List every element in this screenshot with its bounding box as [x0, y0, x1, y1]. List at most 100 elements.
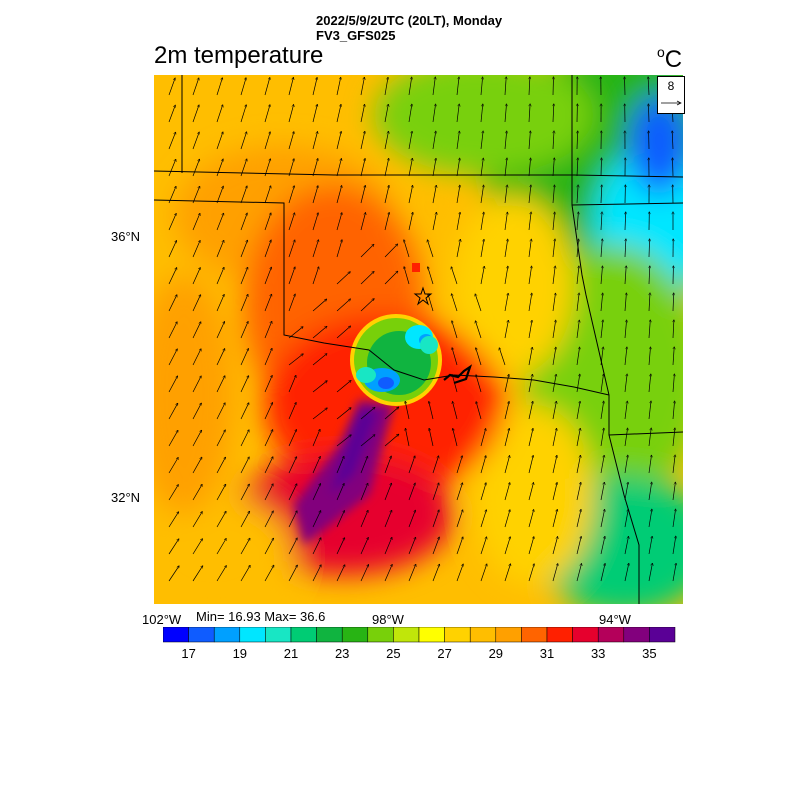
wind-arrow — [429, 402, 434, 420]
colorbar-swatch — [546, 627, 573, 643]
wind-arrow — [288, 132, 294, 150]
wind-arrow — [576, 455, 581, 474]
wind-arrow — [192, 186, 200, 204]
wind-arrow — [600, 536, 605, 555]
wind-arrow — [672, 374, 674, 393]
wind-arrow — [168, 403, 178, 420]
wind-arrow — [288, 375, 296, 393]
wind-arrow — [576, 401, 580, 420]
wind-arrow — [360, 213, 366, 231]
wind-arrow — [648, 482, 652, 501]
colorbar-swatch — [469, 627, 497, 643]
wind-arrow — [264, 348, 272, 366]
wind-arrow — [648, 320, 650, 339]
wind-arrow — [648, 536, 652, 555]
wind-arrow — [504, 564, 511, 582]
colorbar-label: 21 — [283, 646, 299, 661]
wind-arrow — [600, 509, 605, 528]
wind-arrow — [600, 266, 603, 285]
wind-arrow — [288, 186, 294, 204]
wind-arrow — [475, 321, 482, 339]
wind-arrow — [192, 539, 203, 555]
wind-arrow — [528, 564, 534, 582]
river-detail — [443, 364, 473, 385]
wind-arrow — [456, 131, 459, 150]
wind-arrow — [264, 78, 270, 96]
wind-arrow — [240, 213, 247, 231]
wind-arrow — [384, 456, 391, 474]
wind-arrow — [312, 429, 320, 447]
wind-arrow — [216, 213, 224, 231]
wind-arrow — [480, 239, 484, 258]
colorbar-swatch — [572, 627, 599, 643]
wind-arrow — [264, 511, 273, 528]
wind-arrow — [288, 484, 297, 501]
wind-arrow — [312, 240, 319, 258]
wind-arrow — [312, 538, 321, 555]
wind-arrow — [240, 376, 249, 393]
wind-arrow — [456, 185, 460, 204]
colorbar-label: 23 — [334, 646, 350, 661]
wind-arrow — [264, 484, 273, 501]
wind-arrow — [288, 430, 296, 447]
wind-arrow — [216, 511, 226, 528]
wind-arrow — [240, 457, 249, 474]
wind-arrow — [360, 407, 375, 420]
wind-arrow — [192, 376, 201, 393]
wind-arrow — [499, 348, 506, 366]
wind-arrow — [288, 354, 303, 366]
wind-arrow — [600, 455, 604, 474]
wind-arrow — [504, 510, 510, 528]
wind-arrow — [528, 374, 533, 393]
wind-arrow — [649, 293, 650, 312]
wind-arrow — [528, 483, 534, 501]
wind-arrow — [408, 456, 415, 474]
wind-arrow — [648, 104, 649, 123]
wind-arrow — [240, 349, 248, 366]
wind-arrow — [577, 131, 578, 150]
wind-arrow — [432, 564, 440, 582]
wind-arrow — [264, 321, 272, 339]
wind-arrow — [408, 483, 415, 501]
wind-arrow — [408, 212, 413, 231]
wind-arrow — [504, 293, 508, 312]
wind-arrow — [404, 240, 410, 258]
wind-arrow — [288, 240, 295, 258]
wind-arrow — [576, 564, 582, 582]
model-name: FV3_GFS025 — [316, 28, 396, 43]
wind-arrow — [312, 186, 318, 204]
wind-arrow — [648, 563, 652, 582]
wind-arrow — [480, 77, 483, 96]
temperature-map — [154, 75, 683, 604]
wind-arrow — [360, 435, 375, 447]
colorbar-swatch — [163, 627, 189, 643]
wind-arrow — [480, 510, 486, 528]
wind-arrow — [673, 320, 674, 339]
wind-arrow — [192, 457, 202, 474]
wind-arrow — [528, 401, 533, 420]
wind-arrow — [192, 322, 201, 339]
colorbar-swatch — [290, 627, 317, 643]
wind-arrow — [312, 159, 318, 177]
colorbar-label: 33 — [590, 646, 606, 661]
wind-arrow — [576, 320, 579, 339]
wind-arrow — [192, 241, 200, 258]
wind-arrow — [552, 212, 555, 231]
wind-arrow — [624, 563, 629, 582]
wind-arrow — [672, 455, 675, 474]
wind-arrow — [312, 299, 327, 312]
wind-arrow — [264, 267, 271, 285]
map-canvas — [154, 75, 683, 604]
wind-arrow — [648, 428, 651, 447]
colorbar-label: 29 — [488, 646, 504, 661]
wind-arrow — [672, 482, 675, 501]
wind-arrow — [264, 132, 270, 150]
wind-arrow — [453, 402, 458, 420]
colorbar-swatch — [597, 627, 625, 643]
wind-arrow — [476, 348, 482, 366]
wind-arrow — [456, 239, 460, 258]
wind-arrow — [504, 374, 509, 393]
warm-core — [294, 400, 394, 545]
wind-arrow — [504, 320, 508, 339]
wind-arrow — [288, 565, 297, 582]
